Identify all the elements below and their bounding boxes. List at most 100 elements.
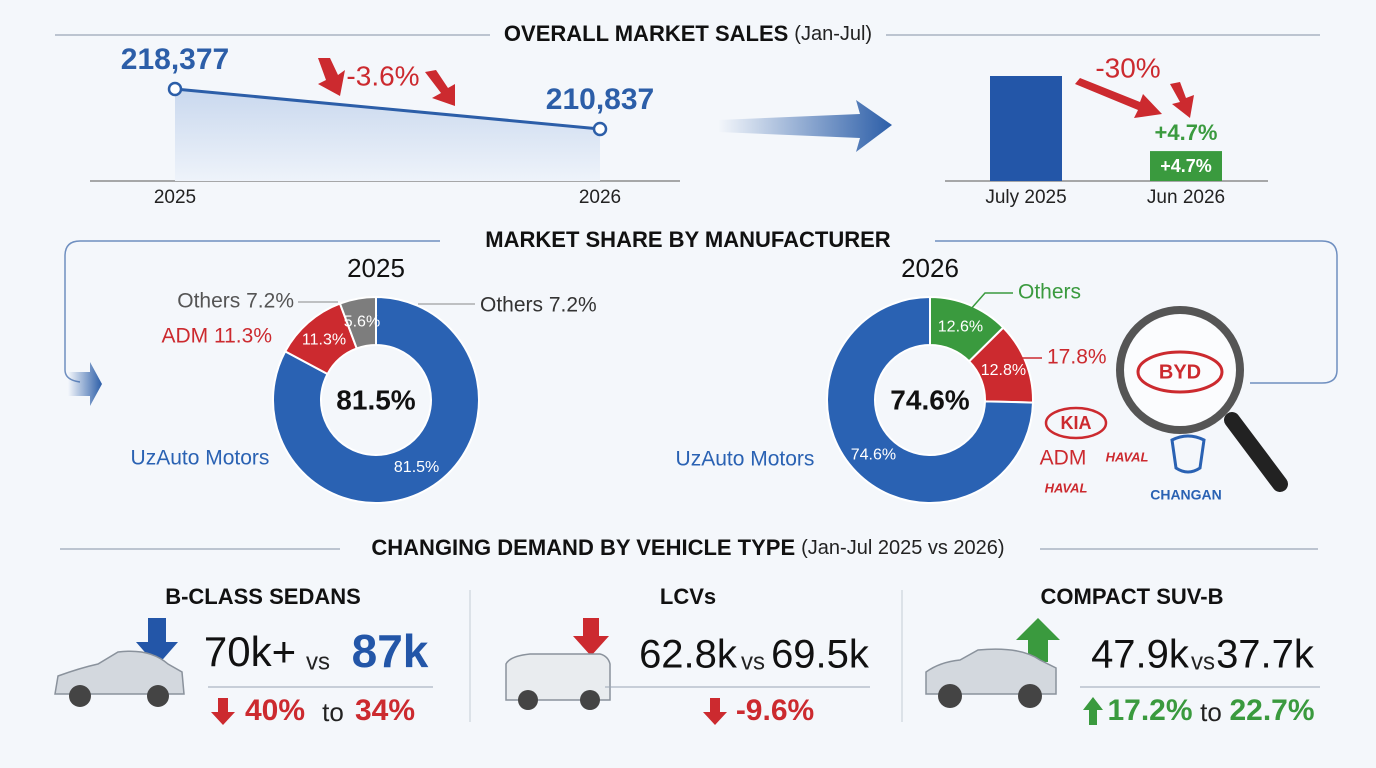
line — [174, 87, 601, 131]
section-title: OVERALL MARKET SALES (Jan-Jul) — [504, 21, 872, 46]
brand: BYD — [1159, 361, 1201, 383]
card-title: COMPACT SUV-B — [1041, 584, 1224, 609]
van-icon — [505, 653, 611, 710]
value-label: 218,377 — [121, 43, 229, 76]
connector-word: vs — [306, 648, 330, 675]
arrow — [211, 698, 235, 725]
change: -9.6% — [736, 694, 814, 727]
value-label: +4.7% — [1160, 156, 1212, 176]
bar — [990, 76, 1062, 181]
slice-label: 81.5% — [394, 459, 439, 476]
arrow — [1075, 78, 1162, 118]
category-label: Others 7.2% — [177, 290, 294, 313]
brand: HAVAL — [1045, 480, 1088, 495]
category-label: ADM — [1040, 447, 1087, 470]
change-from: 40% — [245, 694, 305, 727]
arrow — [318, 58, 345, 96]
category-label: Others — [1018, 281, 1081, 304]
car-icon — [54, 650, 185, 707]
point — [167, 81, 183, 97]
after-value: 87k — [352, 625, 429, 677]
section-title: MARKET SHARE BY MANUFACTURER — [485, 227, 890, 252]
arrow — [718, 100, 892, 152]
title: OVERALL MARKET SALES — [504, 21, 788, 46]
center-label: 74.6% — [890, 384, 969, 415]
category-label: UzAuto Motors — [676, 448, 815, 471]
arrow — [1170, 82, 1194, 118]
leader-line — [969, 292, 1013, 311]
x-tick-label: 2025 — [154, 187, 196, 208]
chart-title: 2026 — [901, 253, 959, 283]
arrow — [68, 362, 102, 406]
logo — [1136, 350, 1224, 394]
card-title: B-CLASS SEDANS — [165, 584, 361, 609]
arrow — [703, 698, 727, 725]
connector-word: vs — [741, 648, 765, 675]
arrow — [1083, 697, 1103, 725]
x-tick-label: Jun 2026 — [1147, 187, 1225, 208]
magnifier-handle — [1224, 412, 1288, 492]
before-value: 62.8k — [639, 633, 738, 677]
title: CHANGING DEMAND BY VEHICLE TYPE — [371, 535, 795, 560]
change-to: 22.7% — [1229, 694, 1314, 727]
x-tick-label: 2026 — [579, 187, 621, 208]
annotation: -3.6% — [346, 60, 419, 91]
wheel — [147, 685, 169, 707]
brand: HAVAL — [1106, 449, 1149, 464]
point — [592, 121, 608, 137]
connector-word: vs — [1191, 648, 1215, 675]
red-arrows — [318, 58, 1194, 118]
donut-slice — [338, 295, 377, 350]
connector — [935, 240, 1338, 384]
wheel — [1018, 684, 1042, 708]
subtitle: (Jan-Jul) — [794, 23, 872, 45]
arrow — [573, 618, 609, 656]
wheel — [518, 690, 538, 710]
change-from: 17.2% — [1107, 694, 1192, 727]
suv-icon — [925, 648, 1057, 708]
wheel — [938, 684, 962, 708]
arrow — [425, 70, 455, 106]
area — [175, 89, 600, 181]
card-title: LCVs — [660, 584, 716, 609]
annotation: +4.7% — [1155, 120, 1218, 145]
section-title: CHANGING DEMAND BY VEHICLE TYPE (Jan-Jul … — [371, 535, 1004, 560]
bar — [1150, 151, 1222, 181]
brand: KIA — [1061, 413, 1092, 433]
after-value: 37.7k — [1216, 633, 1315, 677]
magnifier — [1116, 306, 1244, 434]
arrow — [1016, 618, 1060, 662]
slice-label: 12.6% — [938, 318, 983, 335]
brand-logos: BYD KIA HAVAL HAVAL CHANGAN — [1044, 306, 1288, 503]
brand: CHANGAN — [1150, 487, 1222, 503]
car-body — [54, 650, 185, 695]
logo — [1044, 406, 1108, 440]
to-word: to — [1200, 697, 1222, 727]
donut-slice — [272, 295, 480, 504]
value-label: 210,837 — [546, 83, 654, 116]
after-value: 69.5k — [771, 633, 870, 677]
annotation: 17.8% — [1047, 346, 1107, 369]
category-label: UzAuto Motors — [131, 447, 270, 470]
suv-body — [925, 648, 1057, 695]
slice-label: 74.6% — [851, 446, 896, 463]
to-word: to — [322, 697, 344, 727]
wheel — [69, 685, 91, 707]
category-label: ADM 11.3% — [162, 325, 273, 348]
annotation: -30% — [1095, 52, 1160, 83]
slice-label: 11.3% — [302, 332, 346, 349]
change-to: 34% — [355, 694, 415, 727]
chart-title: 2025 — [347, 253, 405, 283]
van-body — [505, 653, 611, 701]
before-value: 47.9k — [1091, 633, 1190, 677]
x-tick-label: July 2025 — [985, 187, 1066, 208]
before-value: 70k+ — [204, 628, 296, 675]
slice-label: 12.8% — [981, 362, 1026, 379]
wheel — [580, 690, 600, 710]
subtitle: (Jan-Jul 2025 vs 2026) — [801, 537, 1004, 559]
annotation: Others 7.2% — [480, 294, 597, 317]
slice-label: 5.6% — [344, 313, 380, 330]
logo — [1170, 434, 1206, 474]
